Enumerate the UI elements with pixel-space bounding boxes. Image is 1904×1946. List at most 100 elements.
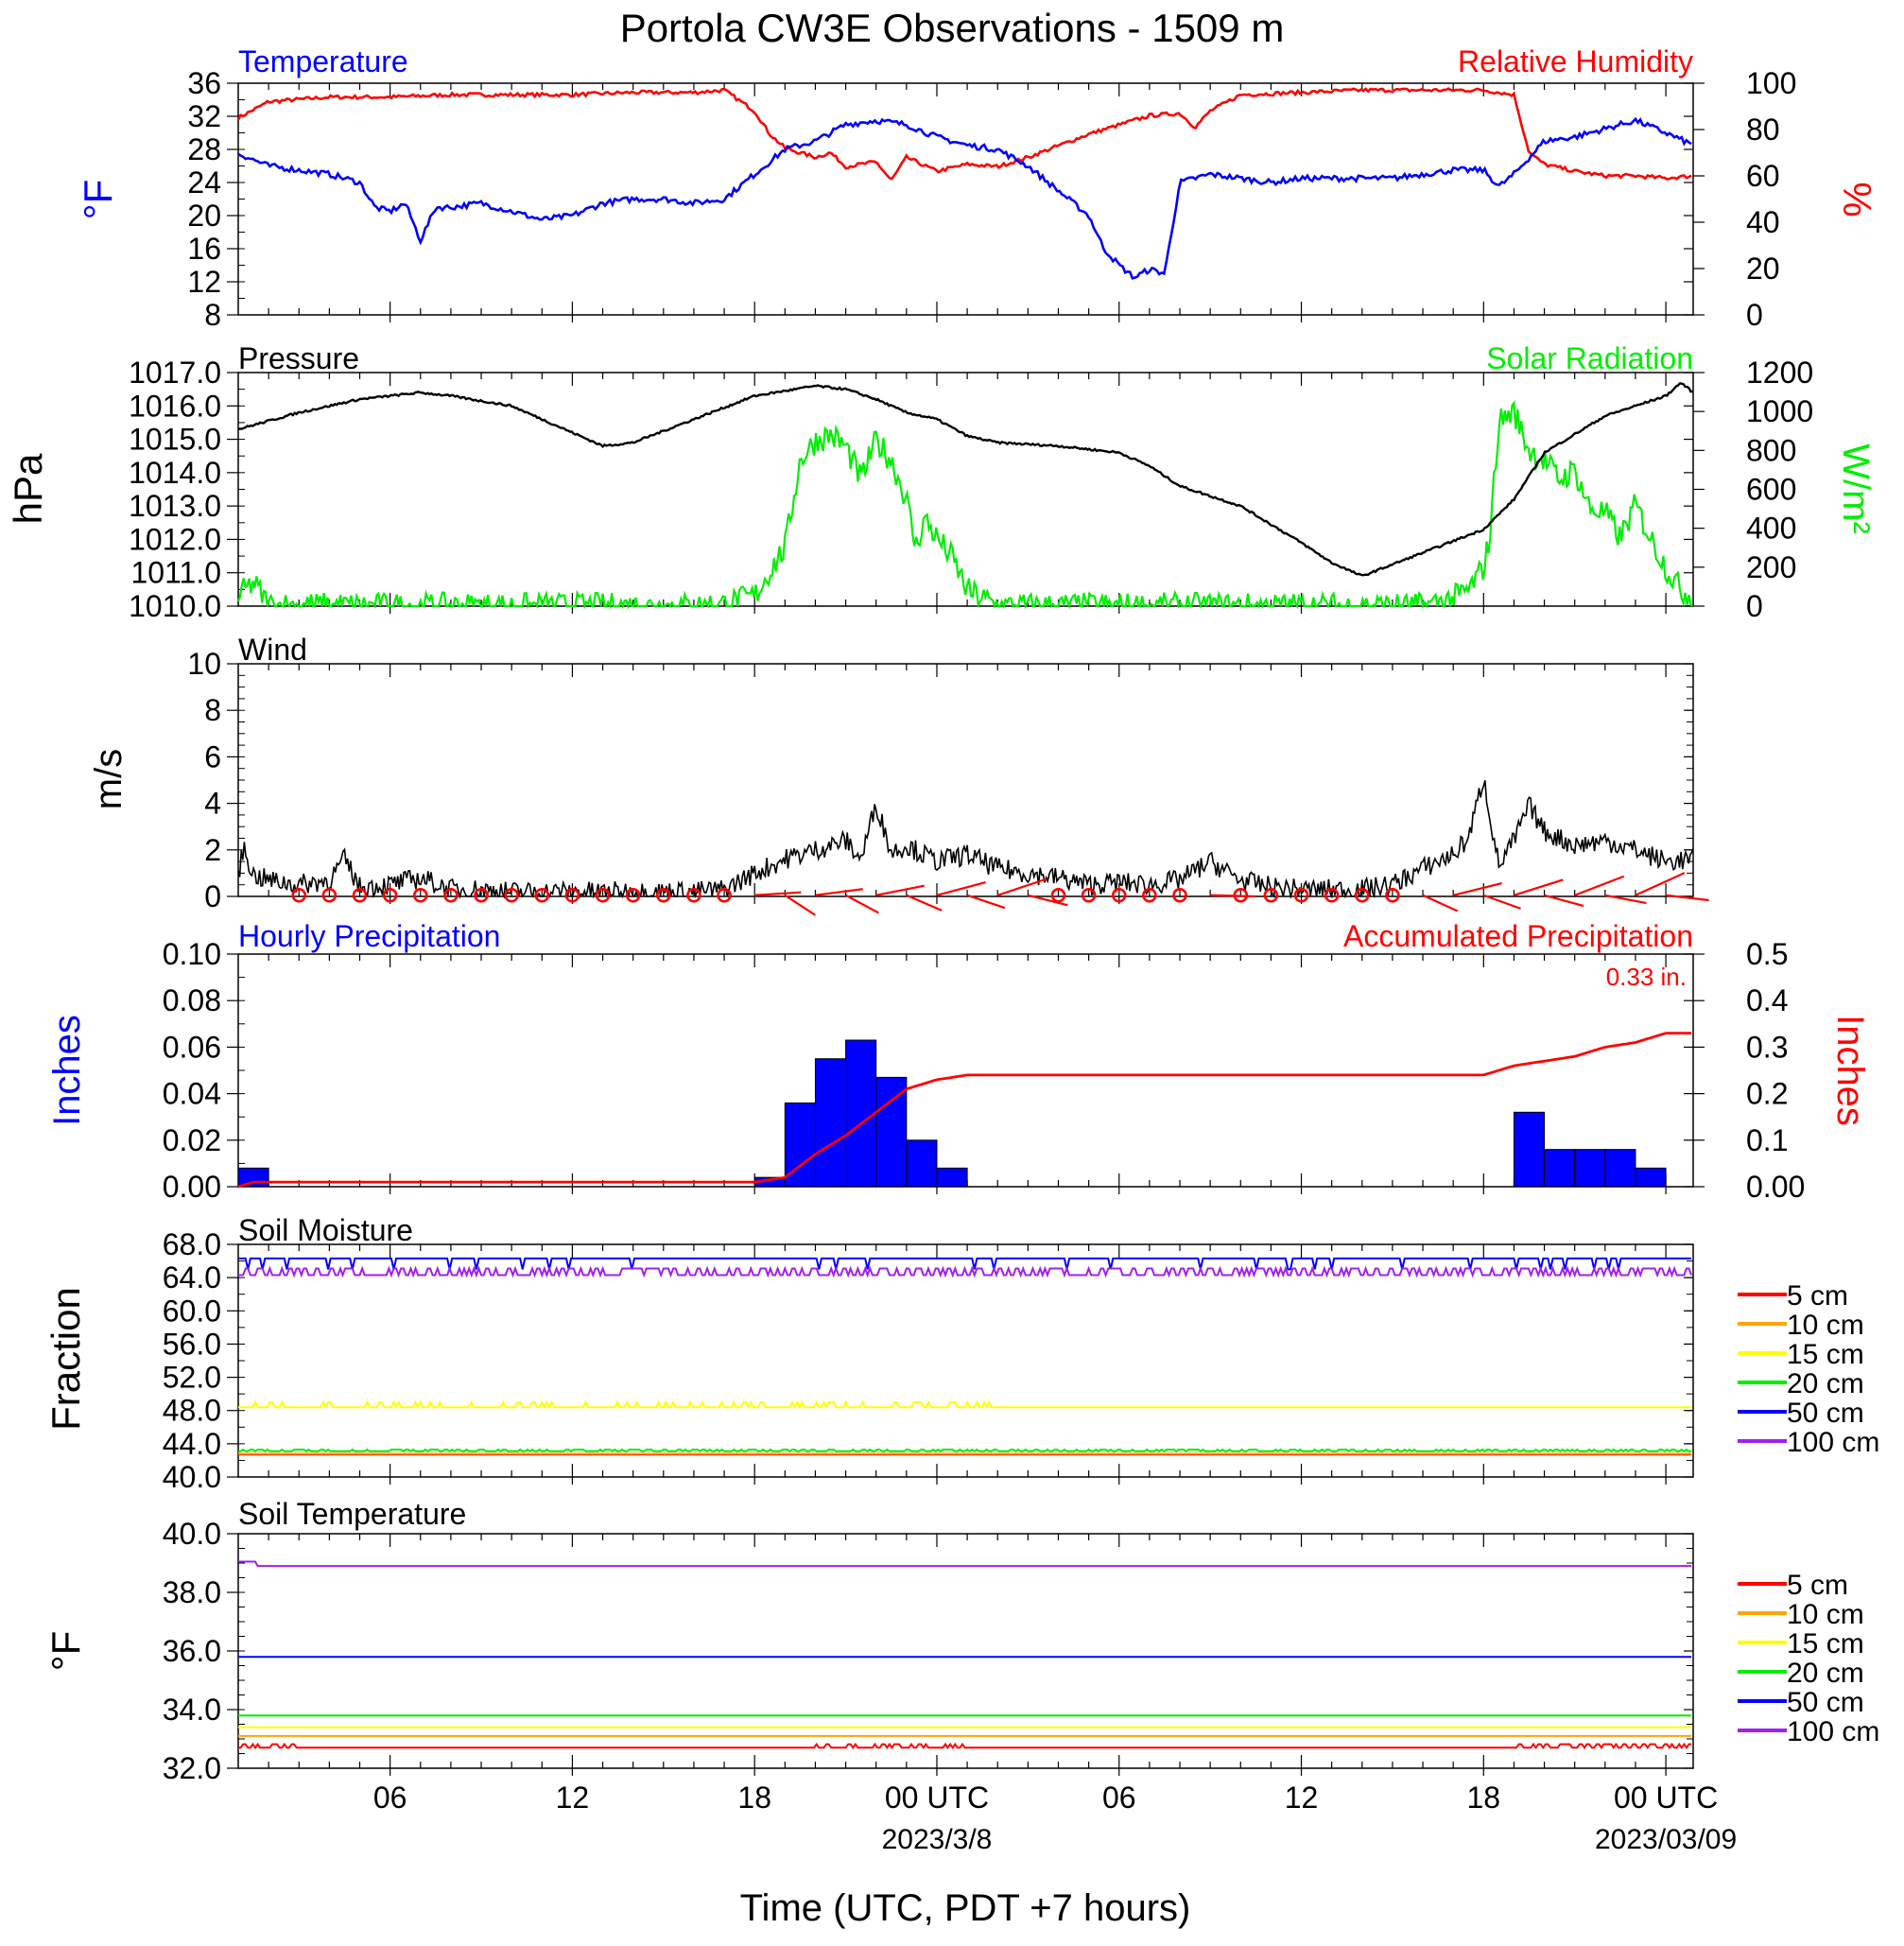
soil-temp-tick-label: 32.0 [163, 1751, 221, 1785]
soil-moisture-tick-label: 52.0 [163, 1361, 221, 1395]
wind-barb [815, 888, 863, 896]
precip-hourly-tick-label: 0.06 [163, 1030, 221, 1064]
hourly-precip-bar [906, 1139, 938, 1188]
panel-wind: Wind m/s [88, 633, 1694, 897]
wind-calm-marker [1354, 887, 1370, 903]
wind-barb [754, 891, 802, 896]
accum-precip-label: Accumulated Precipitation [1343, 919, 1693, 953]
soil-moisture-tick-label: 68.0 [163, 1227, 221, 1261]
precip-accum-tick-label: 0.5 [1746, 937, 1788, 971]
hourly-precip-bar [1635, 1167, 1667, 1188]
soil-moisture-label: Soil Moisture [238, 1213, 413, 1247]
soil-temp-tick-label: 40.0 [163, 1517, 221, 1551]
rh-tick-label: 40 [1746, 205, 1780, 239]
temperature-series-line [237, 116, 1692, 280]
precip-hourly-tick-label: 0.10 [163, 937, 221, 971]
precip-accum-tick-label: 0.4 [1746, 983, 1788, 1017]
temp-tick-label: 32 [187, 99, 221, 133]
wind-calm-marker [1081, 887, 1097, 903]
x-tick-label: 06 [373, 1781, 407, 1815]
hourly-precip-bar [1513, 1111, 1546, 1188]
wind-calm-marker [1050, 887, 1066, 903]
date-label: 2023/3/8 [882, 1824, 993, 1855]
solar-tick-label: 600 [1746, 473, 1796, 507]
soil-moisture-frame [237, 1243, 1694, 1478]
temp-tick-label: 8 [204, 298, 221, 332]
wind-calm-marker [504, 887, 519, 903]
x-tick-label: 12 [556, 1781, 590, 1815]
precip-accum-tick-label: 0.1 [1746, 1123, 1788, 1157]
temp-tick-label: 24 [187, 165, 221, 200]
precip-accum-tick-label: 0.00 [1746, 1170, 1805, 1204]
wind-calm-marker [443, 887, 459, 903]
x-tick-label: 06 [1102, 1781, 1136, 1815]
wind-barb [1028, 894, 1068, 907]
wind-barb [784, 894, 816, 916]
soil-temp-legend-label: 20 cm [1787, 1658, 1864, 1689]
pressure-tick-label: 1017.0 [129, 356, 221, 390]
temp-tick-label: 28 [187, 132, 221, 166]
wind-barb [936, 881, 986, 896]
pressure-tick-label: 1011.0 [131, 556, 222, 590]
soil-moisture-line-20cm [238, 1448, 1692, 1453]
wind-barb [875, 884, 925, 896]
soil-moisture-line-50cm [238, 1257, 1692, 1271]
temp-label: Temperature [238, 44, 408, 78]
soil-temp-tick-label: 36.0 [163, 1634, 221, 1668]
soil-moisture-unit: Fraction [43, 1287, 88, 1431]
precip-hourly-tick-label: 0.00 [163, 1170, 221, 1204]
rh-series-line [236, 87, 1692, 181]
wind-calm-marker [1233, 887, 1249, 903]
accum-precip-unit: Inches [1829, 1015, 1871, 1126]
temp-tick-label: 36 [187, 66, 221, 100]
precip-accum-tick-label: 0.3 [1746, 1030, 1788, 1064]
soil-temp-line-100cm [238, 1560, 1692, 1568]
panel-precipitation: Hourly Precipitation Accumulated Precipi… [46, 919, 1871, 1188]
wind-barb [996, 877, 1047, 896]
pressure-tick-label: 1013.0 [129, 489, 221, 523]
solar-tick-label: 400 [1746, 512, 1796, 546]
wind-calm-marker [1172, 887, 1187, 903]
hourly-precip-bar [1604, 1149, 1636, 1188]
soil-moisture-legend-label: 10 cm [1787, 1310, 1864, 1341]
soil-moisture-tick-label: 64.0 [163, 1260, 221, 1294]
wind-calm-marker [352, 887, 368, 903]
wind-calm-marker [656, 887, 671, 903]
temp-tick-label: 12 [187, 265, 221, 299]
wind-calm-marker [625, 887, 641, 903]
precip-frame [237, 953, 1694, 1188]
rh-tick-label: 0 [1746, 298, 1763, 332]
soil-moisture-legend-label: 5 cm [1787, 1280, 1848, 1312]
wind-calm-marker [382, 887, 398, 903]
wind-calm-marker [474, 887, 489, 903]
hourly-precip-bar [845, 1039, 877, 1188]
precip-accum-tick-label: 0.2 [1746, 1077, 1788, 1111]
wind-calm-marker [321, 887, 338, 903]
pressure-series-line [237, 382, 1693, 577]
x-axis-label: Time (UTC, PDT +7 hours) [740, 1887, 1191, 1929]
wind-series-line [237, 780, 1694, 900]
rh-tick-label: 60 [1746, 159, 1780, 193]
wind-frame [237, 663, 1694, 897]
pressure-solar-frame [237, 372, 1694, 607]
wind-barb [1452, 881, 1502, 896]
solar-tick-label: 200 [1746, 550, 1796, 584]
wind-calm-marker [1324, 887, 1340, 903]
hourly-precip-bar [875, 1076, 908, 1188]
pressure-tick-label: 1014.0 [129, 456, 221, 490]
chart-title: Portola CW3E Observations - 1509 m [620, 6, 1285, 50]
wind-calm-marker [717, 887, 732, 903]
wind-barb [845, 894, 879, 914]
pressure-label: Pressure [238, 341, 359, 375]
soil-temp-frame [237, 1533, 1694, 1769]
panel-pressure-solar: Pressure Solar Radiation hPa W/m² [6, 341, 1877, 607]
soil-moisture-tick-label: 44.0 [163, 1427, 221, 1461]
temp-tick-label: 20 [187, 199, 221, 233]
temp-unit: °F [76, 180, 120, 219]
accum-precip-line [237, 1032, 1692, 1189]
solar-label: Solar Radiation [1486, 341, 1693, 375]
wind-label: Wind [238, 633, 307, 667]
wind-barb [1574, 875, 1625, 896]
wind-calm-marker [564, 887, 580, 903]
